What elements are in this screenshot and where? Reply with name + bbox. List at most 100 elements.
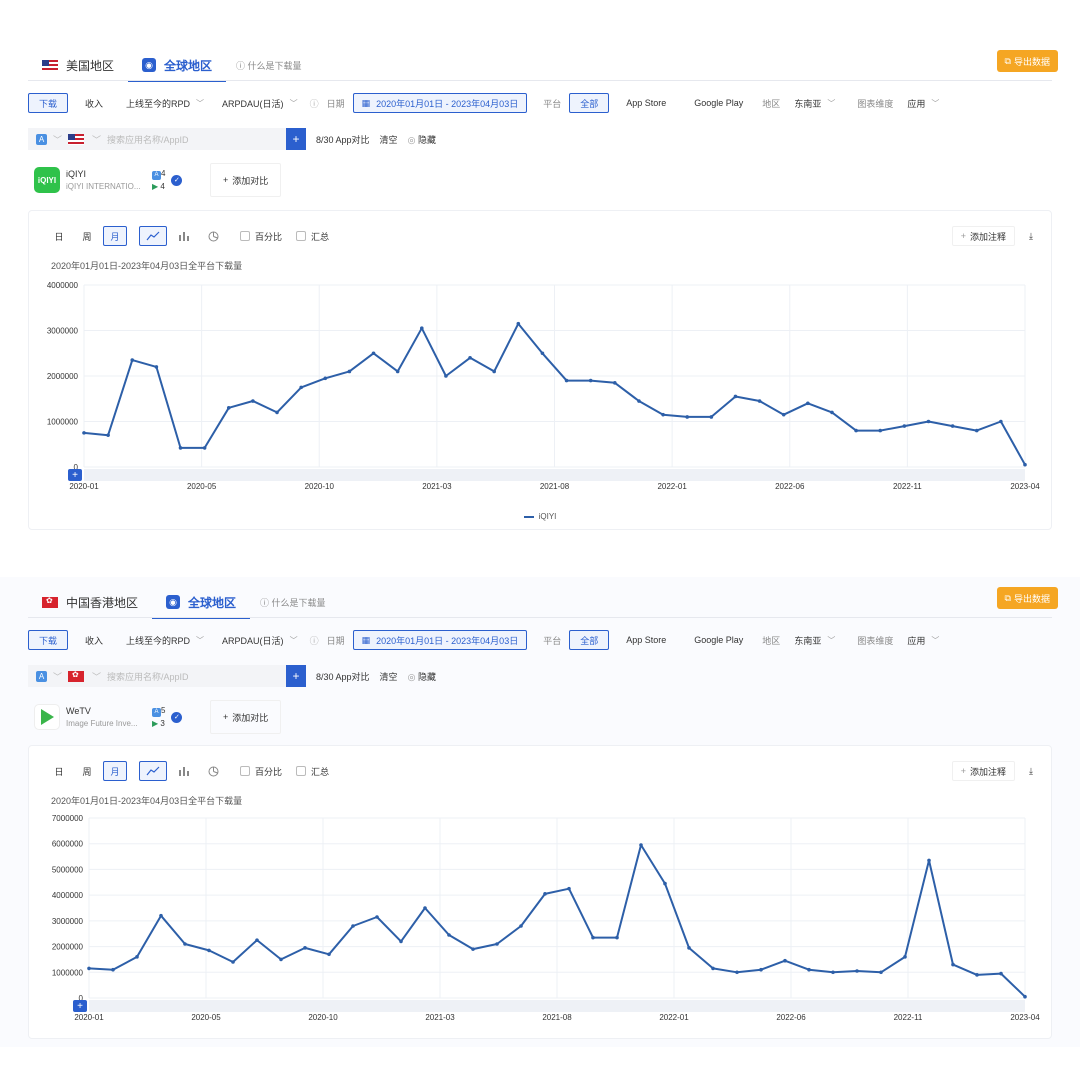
dimension-select[interactable]: 应用 ﹀ (901, 630, 945, 650)
download-icon[interactable]: ⤓ (1029, 765, 1033, 776)
country-flag-icon[interactable] (68, 670, 85, 682)
add-note-button[interactable]: + 添加注释 (951, 226, 1016, 246)
add-note-button[interactable]: + 添加注释 (951, 761, 1016, 781)
help-icon: ⓘ (260, 597, 272, 608)
export-button[interactable]: ⧉ 导出数据 (996, 50, 1058, 72)
tab-global[interactable]: ◉ 全球地区 (152, 587, 251, 619)
metric-download-button[interactable]: 下载 (28, 93, 69, 113)
hide-button[interactable]: ◎ 隐藏 (408, 133, 436, 146)
panel-hk: 中国香港地区 ◉ 全球地区 ⓘ 什么是下载量 ⧉ 导出数据 下载 收入 上线至今… (0, 577, 1080, 1047)
y-tick-label: 6000000 (52, 840, 84, 849)
data-point (783, 958, 787, 963)
clear-button[interactable]: 清空 (379, 134, 398, 145)
search-placeholder: 搜索应用名称/AppID (107, 671, 189, 682)
download-icon[interactable]: ⤓ (1029, 230, 1033, 241)
appstore-icon[interactable]: A (36, 133, 47, 145)
tabs-divider (28, 617, 1052, 618)
percent-checkbox[interactable]: 百分比 (240, 230, 282, 243)
gp-count: 4 (160, 182, 165, 191)
panel-us: 美国地区 ◉ 全球地区 ⓘ 什么是下载量 ⧉ 导出数据 下载 收入 上线至今的R… (0, 40, 1080, 540)
metric-revenue-button[interactable]: 收入 (85, 98, 104, 109)
line-chart-icon[interactable] (139, 226, 167, 246)
bar-chart-icon[interactable] (171, 761, 197, 781)
data-point (255, 938, 259, 942)
chart-toolbar: 日 周 月 百分比 汇总 (47, 225, 329, 247)
percent-checkbox[interactable]: 百分比 (240, 765, 282, 778)
region-tabs: 美国地区 ◉ 全球地区 ⓘ 什么是下载量 (28, 48, 312, 82)
data-point (685, 415, 690, 419)
chart-legend[interactable]: iQIYI (29, 512, 1051, 521)
country-flag-icon[interactable] (68, 133, 85, 145)
app-search-box[interactable]: A ﹀ ﹀ 搜索应用名称/AppID + (28, 665, 306, 687)
appstore-icon[interactable]: A (36, 670, 47, 682)
x-tick-label: 2022-11 (894, 1013, 923, 1022)
app-search-row: A ﹀ ﹀ 搜索应用名称/AppID + 8/30 App对比 清空 ◎ 隐藏 (28, 665, 436, 687)
region-select[interactable]: 东南亚 ﹀ (788, 630, 841, 650)
date-range-picker[interactable]: ▦ 2020年01月01日 - 2023年04月03日 (352, 93, 528, 113)
arpdau-select[interactable]: ARPDAU(日活) ﹀ (216, 630, 304, 650)
add-app-button[interactable]: + (286, 665, 306, 687)
metric-revenue-button[interactable]: 收入 (85, 635, 104, 646)
tab-global[interactable]: ◉ 全球地区 (128, 50, 227, 82)
granularity-month-button[interactable]: 月 (103, 226, 127, 246)
date-range-picker[interactable]: ▦ 2020年01月01日 - 2023年04月03日 (352, 630, 528, 650)
add-compare-button[interactable]: + 添加对比 (210, 700, 282, 734)
checkbox-box (240, 231, 250, 241)
arpdau-select[interactable]: ARPDAU(日活) ﹀ (216, 93, 304, 113)
hide-button[interactable]: ◎ 隐藏 (408, 670, 436, 683)
tab-region[interactable]: 中国香港地区 (28, 587, 152, 617)
date-label: 日期 (326, 635, 345, 646)
rpd-select[interactable]: 上线至今的RPD ﹀ (120, 630, 210, 650)
rpd-select[interactable]: 上线至今的RPD ﹀ (120, 93, 210, 113)
data-point (495, 942, 499, 946)
chevron-down-icon: ﹀ (289, 635, 298, 645)
region-select[interactable]: 东南亚 ﹀ (788, 93, 841, 113)
app-search-box[interactable]: A ﹀ ﹀ 搜索应用名称/AppID + (28, 128, 306, 150)
granularity-week-button[interactable]: 周 (82, 766, 92, 777)
granularity-month-button[interactable]: 月 (103, 761, 127, 781)
clear-button[interactable]: 清空 (379, 671, 398, 682)
line-chart-icon[interactable] (139, 761, 167, 781)
help-icon[interactable]: ⓘ (309, 98, 319, 109)
eye-icon: ◎ (407, 134, 416, 145)
tab-region-label: 美国地区 (66, 58, 115, 73)
data-point (975, 973, 979, 977)
add-app-button[interactable]: + (286, 128, 306, 150)
x-tick-label: 2023-04 (1010, 1013, 1040, 1022)
granularity-week-button[interactable]: 周 (82, 231, 92, 242)
data-point (902, 424, 907, 428)
granularity-day-button[interactable]: 日 (54, 766, 64, 777)
platform-appstore-button[interactable]: App Store (626, 635, 667, 645)
summary-checkbox[interactable]: 汇总 (296, 230, 329, 243)
download-help-link[interactable]: ⓘ 什么是下载量 (250, 587, 336, 617)
export-button[interactable]: ⧉ 导出数据 (996, 587, 1058, 609)
x-tick-label: 2020-05 (191, 1013, 221, 1022)
bar-chart-icon[interactable] (171, 226, 197, 246)
download-help-link[interactable]: ⓘ 什么是下载量 (226, 50, 312, 80)
y-tick-label: 7000000 (52, 814, 84, 823)
export-icon: ⧉ (1004, 55, 1011, 66)
platform-all-button[interactable]: 全部 (569, 93, 610, 113)
platform-googleplay-button[interactable]: Google Play (694, 98, 744, 108)
platform-all-button[interactable]: 全部 (569, 630, 610, 650)
tabs-divider (28, 80, 1052, 81)
metric-download-button[interactable]: 下载 (28, 630, 69, 650)
add-compare-button[interactable]: + 添加对比 (210, 163, 282, 197)
check-icon[interactable]: ✓ (171, 711, 183, 723)
platform-googleplay-button[interactable]: Google Play (694, 635, 744, 645)
dimension-select[interactable]: 应用 ﹀ (901, 93, 945, 113)
check-icon[interactable]: ✓ (171, 174, 183, 186)
platform-appstore-button[interactable]: App Store (626, 98, 667, 108)
y-tick-label: 2000000 (52, 943, 84, 952)
help-icon[interactable]: ⓘ (309, 635, 319, 646)
x-tick-label: 2020-10 (308, 1013, 338, 1022)
tab-region[interactable]: 美国地区 (28, 50, 128, 80)
pie-chart-icon[interactable] (201, 226, 226, 246)
summary-checkbox[interactable]: 汇总 (296, 765, 329, 778)
data-point (130, 358, 135, 362)
pie-chart-icon[interactable] (201, 761, 226, 781)
granularity-day-button[interactable]: 日 (54, 231, 64, 242)
